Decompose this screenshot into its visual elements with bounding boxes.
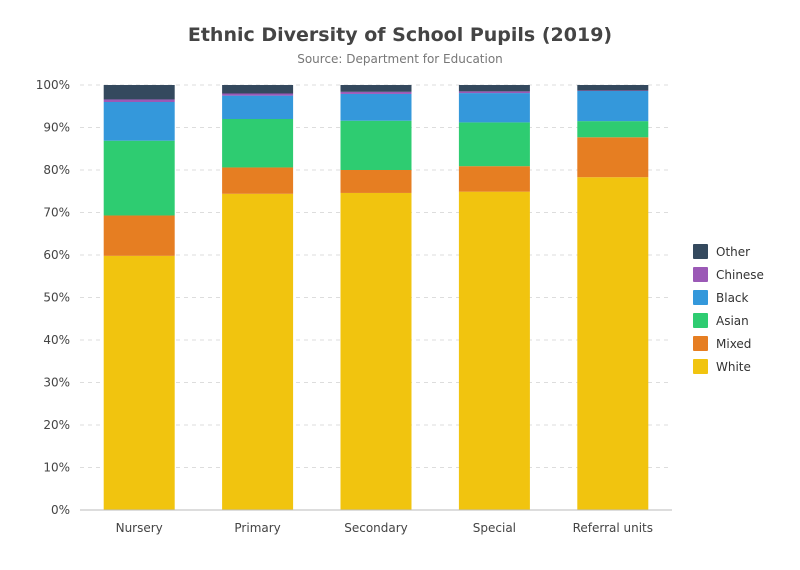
bar-segment-mixed [222, 167, 294, 194]
bar-segment-white [577, 177, 649, 510]
bar-segment-asian [103, 140, 175, 216]
bar-segment-black [340, 93, 412, 121]
bar-segment-black [222, 95, 294, 119]
bar-segment-black [577, 90, 649, 122]
bar-segment-other [577, 85, 649, 91]
legend-item-other[interactable]: Other [693, 244, 750, 259]
bar-segment-asian [340, 120, 412, 170]
bar-segment-chinese [340, 91, 412, 94]
y-tick-label: 50% [43, 291, 70, 305]
legend-label: Other [716, 245, 750, 259]
legend-item-mixed[interactable]: Mixed [693, 336, 751, 351]
x-tick-label: Special [473, 521, 516, 535]
bar-segment-other [222, 85, 294, 94]
bar-segment-black [103, 102, 175, 141]
x-axis-ticks: Nursery Primary Secondary Special Referral u… [116, 521, 653, 535]
legend-item-chinese[interactable]: Chinese [693, 267, 764, 282]
legend-swatch [693, 313, 708, 328]
y-tick-label: 80% [43, 163, 70, 177]
bar-segment-asian [577, 121, 649, 138]
x-tick-label: Primary [234, 521, 280, 535]
bars [103, 85, 649, 511]
x-tick-label: Nursery [116, 521, 163, 535]
x-tick-label: Referral units [573, 521, 653, 535]
bar-segment-other [103, 85, 175, 100]
y-tick-label: 20% [43, 418, 70, 432]
x-tick-label: Secondary [344, 521, 408, 535]
legend: Other Chinese Black Asian Mixed White [693, 244, 764, 374]
bar-segment-mixed [577, 137, 649, 178]
y-tick-label: 40% [43, 333, 70, 347]
y-axis-ticks: 0% 10% 20% 30% 40% 50% 60% 70% 80% 90% 100% [36, 78, 70, 517]
chart-subtitle: Source: Department for Education [297, 52, 503, 66]
legend-swatch [693, 359, 708, 374]
legend-item-black[interactable]: Black [693, 290, 749, 305]
bar-segment-black [458, 93, 530, 123]
bar-segment-white [103, 255, 175, 510]
y-tick-label: 100% [36, 78, 70, 92]
bar-segment-other [340, 85, 412, 92]
y-tick-label: 10% [43, 461, 70, 475]
chart-title: Ethnic Diversity of School Pupils (2019) [188, 24, 612, 46]
bar-segment-chinese [103, 99, 175, 102]
bar-segment-other [458, 85, 530, 92]
bar-segment-asian [222, 119, 294, 168]
bar-segment-white [222, 193, 294, 511]
y-tick-label: 90% [43, 121, 70, 135]
legend-item-asian[interactable]: Asian [693, 313, 749, 328]
legend-swatch [693, 267, 708, 282]
bar-segment-mixed [340, 170, 412, 193]
legend-swatch [693, 244, 708, 259]
bar-segment-mixed [458, 166, 530, 192]
legend-swatch [693, 290, 708, 305]
legend-label: Mixed [716, 337, 751, 351]
legend-swatch [693, 336, 708, 351]
y-tick-label: 70% [43, 206, 70, 220]
y-tick-label: 0% [51, 503, 70, 517]
bar-segment-white [340, 192, 412, 510]
y-tick-label: 30% [43, 376, 70, 390]
bar-segment-mixed [103, 215, 175, 256]
legend-label: White [716, 360, 751, 374]
legend-label: Black [716, 291, 749, 305]
bar-segment-asian [458, 122, 530, 167]
y-tick-label: 60% [43, 248, 70, 262]
bar-segment-chinese [458, 91, 530, 94]
bar-segment-white [458, 191, 530, 511]
legend-label: Asian [716, 314, 749, 328]
legend-label: Chinese [716, 268, 764, 282]
bar-segment-chinese [222, 93, 294, 96]
legend-item-white[interactable]: White [693, 359, 751, 374]
